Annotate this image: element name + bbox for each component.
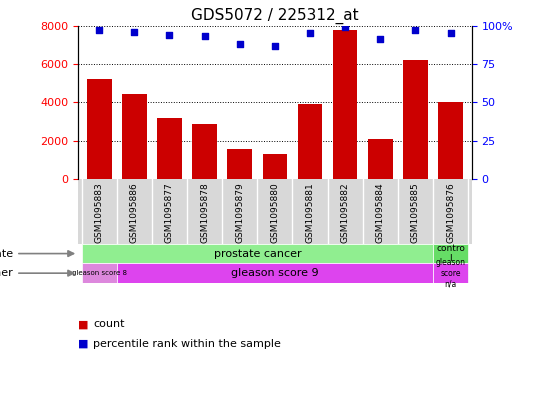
Point — [236, 41, 244, 47]
Bar — [333, 30, 357, 180]
Text: GSM1095881: GSM1095881 — [306, 183, 315, 243]
Bar — [82, 263, 117, 283]
Text: gleason score 8: gleason score 8 — [72, 270, 127, 276]
Bar — [82, 244, 433, 263]
Point — [165, 31, 174, 38]
Text: count: count — [93, 319, 125, 329]
Point — [306, 30, 314, 37]
Point — [341, 24, 349, 30]
Title: GDS5072 / 225312_at: GDS5072 / 225312_at — [191, 8, 358, 24]
Text: GSM1095884: GSM1095884 — [376, 183, 385, 243]
Text: GSM1095876: GSM1095876 — [446, 183, 455, 243]
Text: GSM1095882: GSM1095882 — [341, 183, 350, 243]
Text: ■: ■ — [78, 319, 88, 329]
Bar — [122, 94, 147, 180]
Text: GSM1095885: GSM1095885 — [411, 183, 420, 243]
Text: GSM1095878: GSM1095878 — [200, 183, 209, 243]
Text: GSM1095880: GSM1095880 — [271, 183, 279, 243]
Bar — [298, 105, 322, 180]
Bar — [403, 60, 428, 180]
Point — [201, 33, 209, 39]
Point — [130, 29, 139, 35]
Text: gleason
score
n/a: gleason score n/a — [436, 258, 466, 288]
Point — [446, 30, 455, 37]
Text: ■: ■ — [78, 339, 88, 349]
Bar — [438, 101, 463, 180]
Text: GSM1095879: GSM1095879 — [235, 183, 244, 243]
Point — [376, 36, 385, 42]
Text: prostate cancer: prostate cancer — [213, 249, 301, 259]
Text: GSM1095883: GSM1095883 — [95, 183, 103, 243]
Bar — [227, 149, 252, 180]
Text: disease state: disease state — [0, 249, 73, 259]
Text: gleason score 9: gleason score 9 — [231, 268, 319, 278]
Text: other: other — [0, 268, 73, 278]
Bar — [262, 154, 287, 180]
Bar — [87, 79, 112, 180]
Bar — [192, 124, 217, 180]
Bar — [368, 139, 392, 180]
Text: GSM1095886: GSM1095886 — [130, 183, 139, 243]
Bar — [117, 263, 433, 283]
Bar — [433, 263, 468, 283]
Text: contro
l: contro l — [436, 244, 465, 263]
Bar — [433, 244, 468, 263]
Point — [411, 27, 420, 33]
Bar — [157, 118, 182, 180]
Point — [95, 27, 103, 33]
Text: percentile rank within the sample: percentile rank within the sample — [93, 339, 281, 349]
Point — [271, 42, 279, 49]
Text: GSM1095877: GSM1095877 — [165, 183, 174, 243]
